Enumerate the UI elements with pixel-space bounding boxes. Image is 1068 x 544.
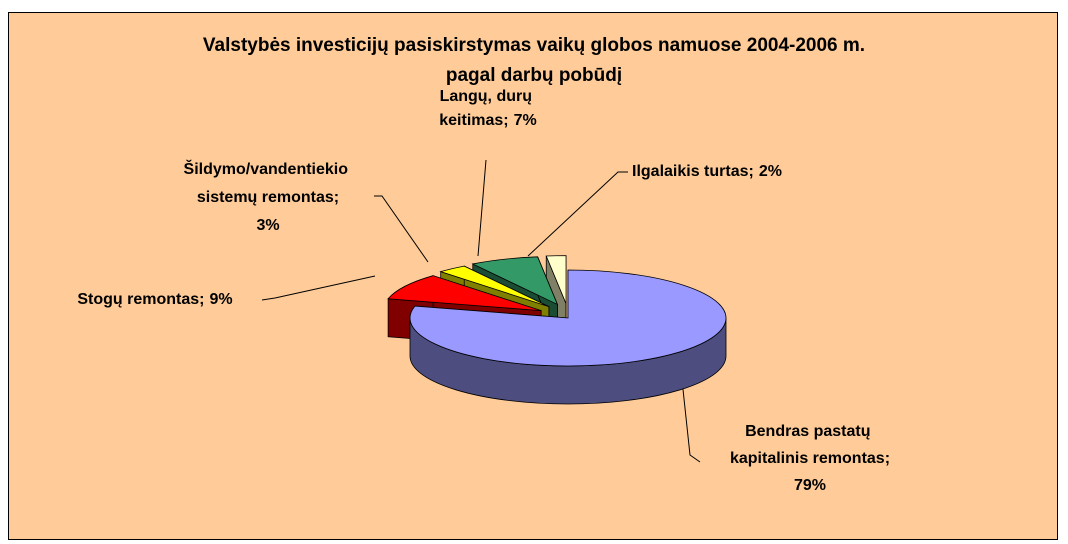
pie (387, 255, 727, 405)
leader-line (374, 195, 429, 263)
slice-top (409, 269, 727, 367)
label-category: Šildymo/vandentiekio (184, 159, 353, 178)
slice-top (545, 255, 567, 304)
leader-line (681, 379, 701, 463)
leader-line (261, 275, 376, 301)
label-category: Ilgalaikis turtas; (632, 163, 754, 180)
data-label: Ilgalaikis turtas; 2% (632, 163, 782, 180)
data-label: Šildymo/vandentiekio sistemų remontas; 3% (184, 159, 353, 234)
label-category: kapitalinis remontas; (730, 450, 890, 467)
label-category: keitimas; (439, 112, 508, 129)
slice-top (439, 265, 550, 308)
label-value: 9% (210, 291, 233, 308)
label-value: 3% (256, 217, 279, 234)
slice-top (387, 275, 542, 312)
pie-slice (409, 269, 727, 405)
label-category: Bendras pastatų (745, 423, 875, 440)
label-value: 7% (514, 112, 537, 129)
label-category: sistemų remontas; (197, 189, 339, 206)
chart-subtitle: pagal darbų pobūdį (446, 65, 622, 86)
leader-line (527, 171, 628, 257)
label-value: 79% (794, 477, 826, 494)
data-label: Langų, durų keitimas; 7% (439, 88, 537, 129)
label-category: Langų, durų (440, 88, 537, 105)
slice-top (471, 256, 559, 306)
data-label: Stogų remontas; 9% (77, 291, 232, 308)
chart-title: Valstybės investicijų pasiskirstymas vai… (203, 35, 865, 56)
label-value: 2% (759, 163, 782, 180)
leader-line (477, 159, 487, 257)
leader-lines (261, 159, 701, 463)
data-label: Bendras pastatų kapitalinis remontas; 79% (730, 423, 890, 494)
data-labels: Bendras pastatų kapitalinis remontas; 79%… (77, 88, 890, 494)
label-category: Stogų remontas; (77, 291, 204, 308)
